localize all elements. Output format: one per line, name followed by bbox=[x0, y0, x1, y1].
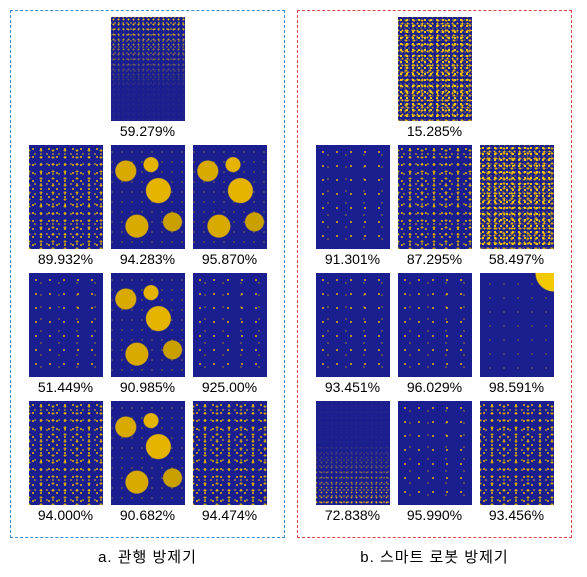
row-a-2: 51.449% 90.985% 925.00% bbox=[17, 273, 278, 395]
spray-swatch bbox=[29, 145, 103, 249]
panel-a-caption: a. 관행 방제기 bbox=[10, 546, 285, 567]
spray-swatch bbox=[29, 273, 103, 377]
panel-b-box: 15.285% 91.301% 87.295% 58.497% bbox=[297, 10, 572, 538]
spray-swatch bbox=[193, 401, 267, 505]
percent-label: 58.497% bbox=[489, 251, 544, 267]
cell: 59.279% bbox=[111, 17, 185, 139]
cell: 98.591% bbox=[480, 273, 554, 395]
cell: 95.990% bbox=[398, 401, 472, 523]
percent-label: 87.295% bbox=[407, 251, 462, 267]
percent-label: 93.451% bbox=[325, 379, 380, 395]
percent-label: 15.285% bbox=[407, 123, 462, 139]
percent-label: 59.279% bbox=[120, 123, 175, 139]
cell: 51.449% bbox=[29, 273, 103, 395]
percent-label: 72.838% bbox=[325, 507, 380, 523]
cell: 91.301% bbox=[316, 145, 390, 267]
percent-label: 90.682% bbox=[120, 507, 175, 523]
spray-swatch bbox=[316, 401, 390, 505]
spray-swatch bbox=[29, 401, 103, 505]
row-b-2: 93.451% 96.029% 98.591% bbox=[304, 273, 565, 395]
cell: 94.000% bbox=[29, 401, 103, 523]
row-b-3: 72.838% 95.990% 93.456% bbox=[304, 401, 565, 523]
cell: 93.456% bbox=[480, 401, 554, 523]
spray-swatch bbox=[398, 17, 472, 121]
percent-label: 93.456% bbox=[489, 507, 544, 523]
panel-a-box: 59.279% 89.932% 94.283% 95.870% bbox=[10, 10, 285, 538]
percent-label: 94.474% bbox=[202, 507, 257, 523]
cell: 72.838% bbox=[316, 401, 390, 523]
spray-swatch bbox=[111, 17, 185, 121]
cell: 90.682% bbox=[111, 401, 185, 523]
spray-swatch bbox=[111, 273, 185, 377]
percent-label: 91.301% bbox=[325, 251, 380, 267]
row-a-3: 94.000% 90.682% 94.474% bbox=[17, 401, 278, 523]
spray-swatch bbox=[480, 273, 554, 377]
spray-swatch bbox=[193, 145, 267, 249]
panel-b-caption: b. 스마트 로봇 방제기 bbox=[297, 546, 572, 567]
row-b-0: 15.285% bbox=[304, 17, 565, 139]
spray-swatch bbox=[398, 273, 472, 377]
cell: 89.932% bbox=[29, 145, 103, 267]
cell: 94.283% bbox=[111, 145, 185, 267]
percent-label: 925.00% bbox=[202, 379, 257, 395]
panel-a: 59.279% 89.932% 94.283% 95.870% bbox=[10, 10, 285, 567]
spray-swatch bbox=[316, 145, 390, 249]
percent-label: 51.449% bbox=[38, 379, 93, 395]
cell: 925.00% bbox=[193, 273, 267, 395]
spray-swatch bbox=[398, 145, 472, 249]
spray-swatch bbox=[480, 145, 554, 249]
row-b-1: 91.301% 87.295% 58.497% bbox=[304, 145, 565, 267]
cell: 96.029% bbox=[398, 273, 472, 395]
spray-swatch bbox=[398, 401, 472, 505]
percent-label: 96.029% bbox=[407, 379, 462, 395]
cell: 94.474% bbox=[193, 401, 267, 523]
cell: 58.497% bbox=[480, 145, 554, 267]
percent-label: 98.591% bbox=[489, 379, 544, 395]
spray-swatch bbox=[111, 145, 185, 249]
cell: 87.295% bbox=[398, 145, 472, 267]
cell: 93.451% bbox=[316, 273, 390, 395]
percent-label: 95.870% bbox=[202, 251, 257, 267]
percent-label: 94.283% bbox=[120, 251, 175, 267]
row-a-1: 89.932% 94.283% 95.870% bbox=[17, 145, 278, 267]
percent-label: 90.985% bbox=[120, 379, 175, 395]
panel-b: 15.285% 91.301% 87.295% 58.497% bbox=[297, 10, 572, 567]
percent-label: 95.990% bbox=[407, 507, 462, 523]
figure-panels: 59.279% 89.932% 94.283% 95.870% bbox=[10, 10, 577, 567]
cell: 15.285% bbox=[398, 17, 472, 139]
percent-label: 89.932% bbox=[38, 251, 93, 267]
spray-swatch bbox=[316, 273, 390, 377]
spray-swatch bbox=[480, 401, 554, 505]
cell: 95.870% bbox=[193, 145, 267, 267]
cell: 90.985% bbox=[111, 273, 185, 395]
spray-swatch bbox=[193, 273, 267, 377]
percent-label: 94.000% bbox=[38, 507, 93, 523]
row-a-0: 59.279% bbox=[17, 17, 278, 139]
spray-swatch bbox=[111, 401, 185, 505]
